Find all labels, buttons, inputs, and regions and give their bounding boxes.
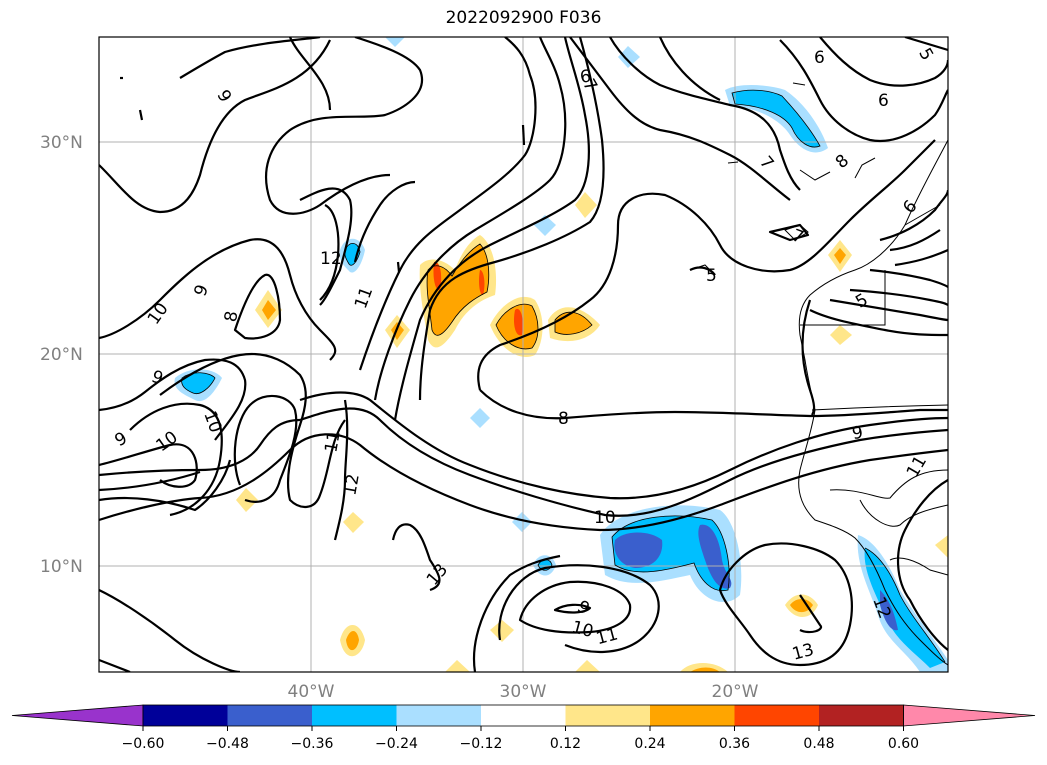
colorbar-segment [565,705,651,726]
colorbar: −0.60 −0.48 −0.36 −0.24 −0.12 0.12 0.24 0.36 0.4… [11,704,1036,752]
colorbar-tick-label: 0.36 [719,736,750,752]
contour-label: 5 [706,266,717,286]
positive-anomaly-patch [479,270,485,295]
colorbar-tick-label: −0.60 [122,736,165,752]
positive-anomaly-patch [790,598,813,613]
contour-label: 6 [814,48,825,68]
map-panel: 9 10 8 9 10 9 10 9 12 11 11 12 13 6 7 6 … [99,37,948,672]
thin-contours [181,89,946,663]
colorbar-tick-label: −0.24 [375,736,418,752]
height-contours [99,37,948,672]
lat-label: 20°N [40,345,83,365]
colorbar-segment [481,705,566,726]
contour-label: 8 [221,309,243,323]
colorbar-tick-label: −0.12 [460,736,503,752]
contour-label: 11 [321,429,344,454]
positive-anomaly-patch [575,192,597,218]
negative-anomaly-patch [618,46,640,68]
lat-label: 30°N [40,133,83,153]
lon-label: 20°W [712,682,759,702]
positive-anomaly-patch [427,244,489,336]
negative-anomaly-patch [864,548,945,668]
contour-label: 10 [594,508,616,528]
contour-label: 6 [878,91,889,111]
negative-anomaly-patch [732,90,820,148]
contour-label: 8 [558,409,569,429]
positive-anomaly-patch [690,667,720,672]
negative-anomaly-patch [512,512,532,532]
contour-label: 6 [579,66,593,88]
positive-anomaly-patch [834,248,846,264]
colorbar-segment [819,705,904,726]
positive-anomaly-patch [575,660,600,672]
colorbar-tick-label: 0.48 [803,736,834,752]
colorbar-segment [734,705,820,726]
positive-anomaly-patch [391,322,404,340]
map-title: 2022092900 F036 [445,8,602,28]
contour-label: 9 [851,423,865,445]
positive-anomaly-patch [433,261,442,291]
positive-anomaly-patch [935,535,948,558]
positive-anomaly-patch [490,620,514,642]
colorbar-segment [312,705,397,726]
coastline [689,82,948,666]
colorbar-extend-high [903,704,1036,727]
map-frame [98,36,949,673]
positive-anomaly-patch [513,308,523,336]
colorbar-tick-label: 0.12 [550,736,581,752]
negative-anomaly-patch [880,590,898,631]
positive-anomaly-patch [343,512,364,533]
lat-label: 10°N [40,557,83,577]
negative-anomaly-patch [614,532,663,568]
colorbar-tick-label: 0.60 [888,736,919,752]
positive-anomaly-patch [445,660,470,672]
negative-anomaly-patch [470,408,490,428]
colorbar-segment [396,705,482,726]
positive-anomaly-patch [830,325,852,345]
contour-label: 12 [340,472,363,497]
colorbar-frame [142,704,904,727]
lon-label: 40°W [288,682,335,702]
colorbar-segment [143,705,228,726]
negative-anomaly-patch [698,524,732,589]
colorbar-tick-label: −0.48 [206,736,249,752]
positive-anomaly-patch [262,300,276,320]
positive-anomaly-patch [346,631,359,651]
colorbar-tick-label: −0.36 [291,736,334,752]
negative-anomaly-patch [385,37,405,47]
contour-label: 12 [320,249,342,269]
colorbar-segment [650,705,735,726]
colorbar-segment [227,705,313,726]
lon-label: 30°W [500,682,547,702]
colorbar-tick-label: 0.24 [634,736,665,752]
colorbar-extend-low [11,704,144,727]
